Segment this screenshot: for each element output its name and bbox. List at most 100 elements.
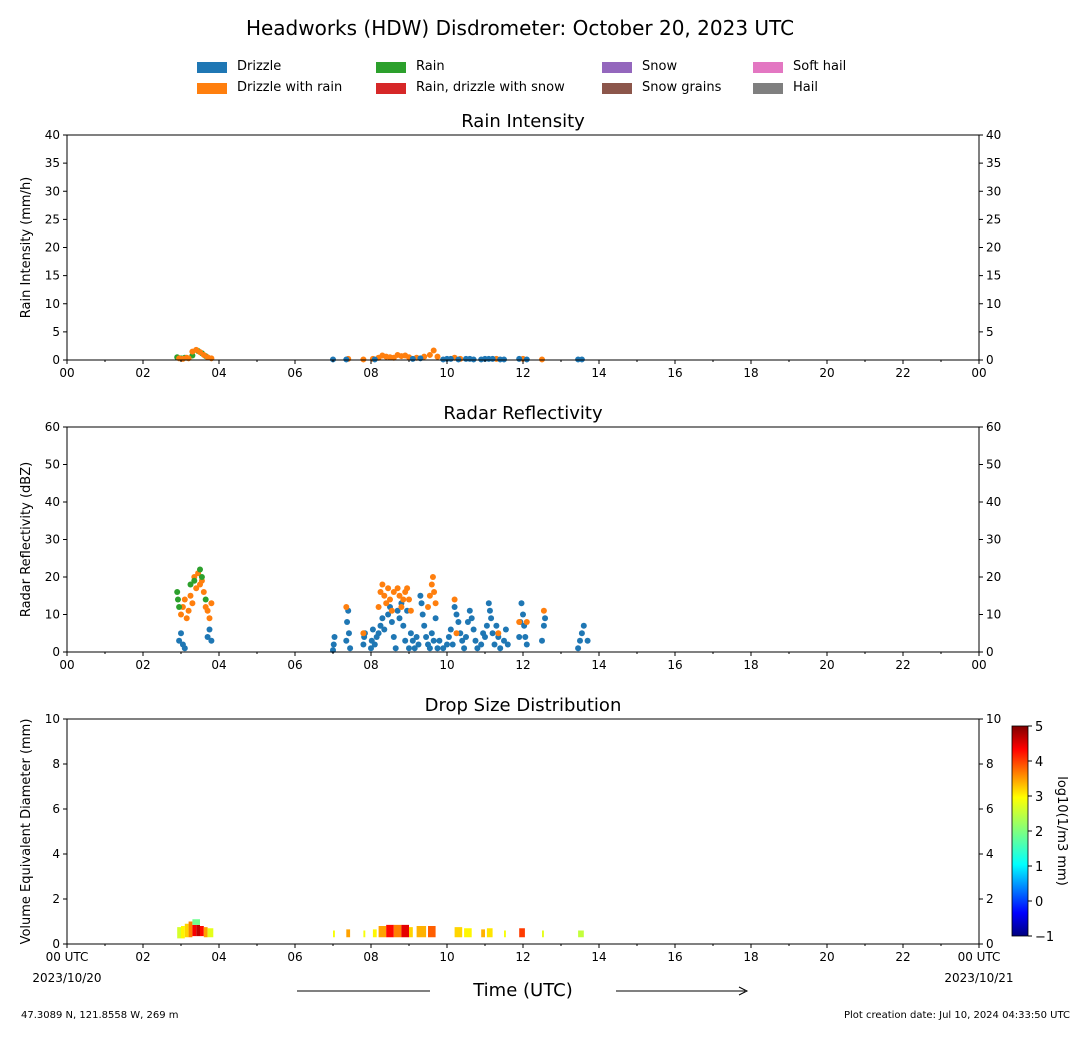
data-point: [388, 607, 395, 614]
heatmap-cells: [177, 919, 584, 939]
y-tick-label: 25: [45, 212, 60, 226]
data-point: [360, 630, 367, 637]
y-tick-label: 8: [52, 757, 60, 771]
colorbar-gradient: [1011, 725, 1029, 937]
heatmap-cell: [504, 930, 506, 938]
y-tick-label: 15: [45, 269, 60, 283]
data-point: [516, 355, 523, 362]
y-tick-label: 20: [45, 241, 60, 255]
colorbar: 5 4 3 2 1 0 −1 log10(1/m3 mm): [1011, 720, 1069, 945]
x-tick-label: 00: [971, 366, 986, 380]
y-tick-label: 40: [986, 128, 1001, 142]
series: [178, 570, 547, 637]
data-point: [491, 641, 498, 648]
data-point: [445, 634, 452, 640]
data-point: [483, 622, 490, 629]
y-tick-label: 10: [45, 712, 60, 726]
series: [176, 592, 591, 654]
heatmap-cell: [192, 924, 197, 937]
heatmap-cell: [177, 927, 181, 939]
data-point: [413, 634, 420, 640]
colorbar-tick-label: 0: [1035, 895, 1043, 910]
data-point: [488, 615, 495, 622]
data-point: [463, 634, 469, 640]
heatmap-cell: [200, 926, 204, 937]
data-point: [459, 637, 466, 644]
x-start-date-label: 2023/10/20: [32, 971, 101, 985]
y-axis-label: Rain Intensity (mm/h): [19, 177, 34, 319]
data-point: [468, 615, 475, 622]
x-tick-label: 10: [439, 950, 454, 964]
data-point: [409, 355, 416, 362]
data-point: [578, 356, 585, 363]
x-tick-label: 22: [895, 658, 910, 672]
figure-title: Headworks (HDW) Disdrometer: October 20,…: [245, 16, 795, 40]
arrow-head-icon: [738, 986, 749, 996]
data-point: [185, 607, 192, 614]
data-point: [409, 637, 416, 644]
data-point: [371, 356, 378, 363]
data-point: [208, 637, 215, 644]
colorbar-label: log10(1/m3 mm): [1054, 776, 1069, 886]
data-point: [343, 604, 350, 610]
legend-label: Drizzle: [237, 59, 282, 74]
panel-title: Radar Reflectivity: [443, 403, 603, 424]
data-point: [470, 356, 477, 363]
x-tick-label: 02: [135, 366, 150, 380]
heatmap-cell: [409, 927, 413, 938]
data-point: [486, 607, 493, 614]
x-axis-label: Time (UTC): [473, 980, 573, 1001]
y-tick-label: 10: [45, 608, 60, 622]
heatmap-cell: [184, 923, 189, 938]
y-tick-label: 2: [986, 892, 994, 906]
x-tick-label: 14: [591, 950, 606, 964]
data-point: [485, 600, 492, 607]
data-point: [502, 626, 509, 633]
data-point: [202, 596, 209, 603]
data-point: [447, 626, 454, 633]
heatmap-cell: [333, 930, 335, 938]
data-point: [406, 596, 412, 603]
data-point: [193, 585, 200, 592]
y-tick-label: 40: [45, 495, 60, 509]
y-tick-label: 30: [986, 184, 1001, 198]
data-point: [430, 637, 437, 644]
data-point: [176, 604, 183, 610]
y-tick-label: 10: [45, 297, 60, 311]
x-start-time-label: 00 UTC: [46, 950, 89, 964]
data-point: [387, 596, 393, 603]
data-point: [183, 615, 190, 622]
x-tick-label: 20: [819, 950, 834, 964]
data-point: [584, 637, 591, 644]
heatmap-cell: [378, 926, 387, 938]
x-tick-label: 16: [667, 658, 682, 672]
data-point: [539, 637, 545, 644]
heatmap-cell: [363, 930, 366, 938]
data-point: [181, 596, 188, 603]
x-tick-label: 18: [743, 950, 758, 964]
data-point: [423, 634, 430, 640]
legend-label: Hail: [793, 80, 818, 95]
x-tick-label: 22: [895, 950, 910, 964]
data-point: [540, 607, 547, 614]
data-point: [404, 585, 411, 592]
data-point: [451, 604, 458, 610]
x-tick-label: 20: [819, 658, 834, 672]
legend-swatch: [602, 62, 632, 73]
data-point: [174, 589, 181, 595]
data-point: [360, 356, 367, 363]
data-point: [540, 622, 547, 629]
y-tick-label: 20: [986, 241, 1001, 255]
data-point: [430, 347, 437, 354]
y-tick-label: 10: [986, 297, 1001, 311]
legend-label: Snow grains: [642, 80, 722, 95]
data-point: [400, 596, 407, 603]
data-point: [472, 637, 479, 644]
data-point: [429, 574, 436, 580]
data-point: [482, 634, 488, 640]
radar-reflectivity-panel: Radar Reflectivity Radar Reflectivity (dB…: [19, 403, 1001, 672]
y-tick-label: 40: [45, 128, 60, 142]
data-point: [421, 622, 428, 629]
